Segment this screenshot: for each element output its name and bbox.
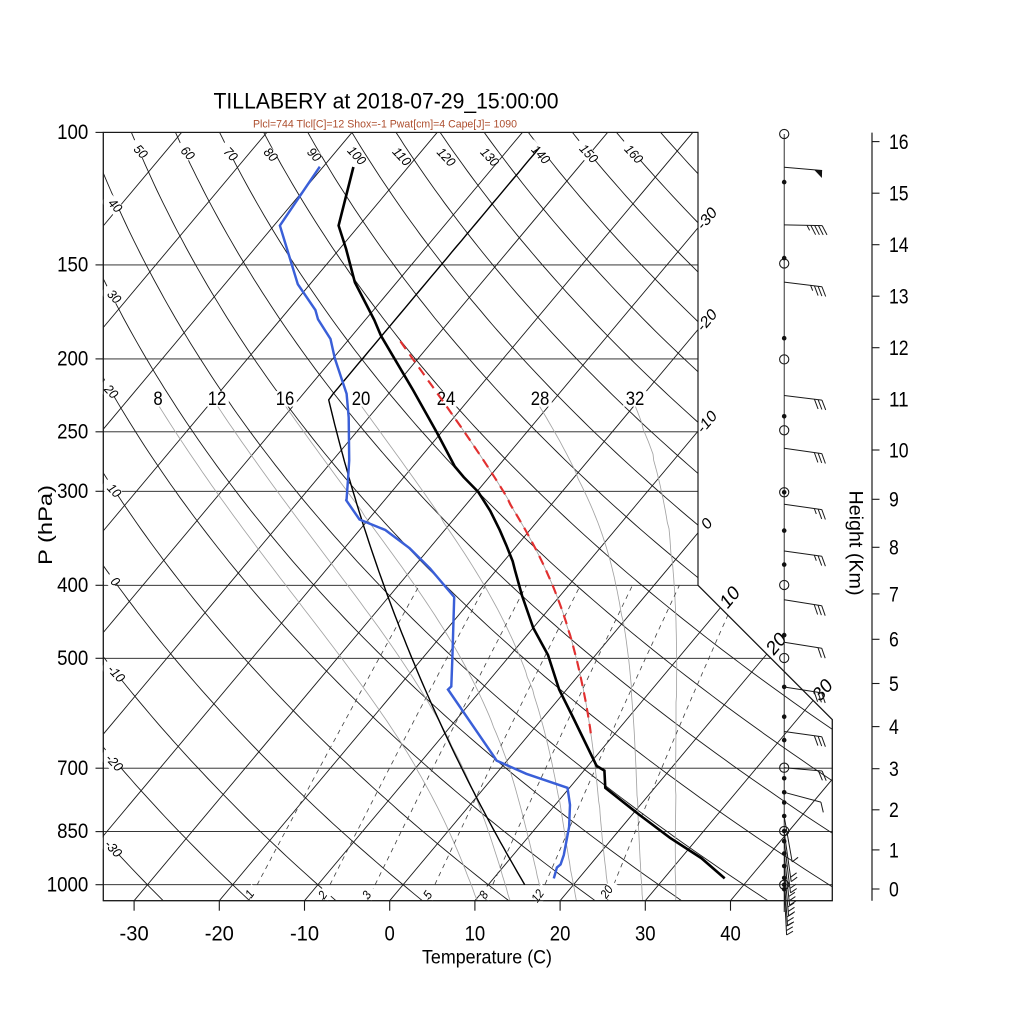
svg-text:300: 300	[57, 479, 88, 503]
svg-text:20: 20	[352, 389, 371, 410]
svg-text:200: 200	[57, 347, 88, 371]
svg-text:13: 13	[889, 286, 909, 309]
svg-text:250: 250	[57, 419, 88, 443]
svg-text:20: 20	[550, 921, 571, 945]
svg-text:10: 10	[465, 921, 486, 945]
svg-text:850: 850	[57, 819, 88, 843]
svg-text:16: 16	[889, 131, 909, 154]
svg-text:9: 9	[889, 489, 899, 512]
svg-text:1000: 1000	[47, 872, 89, 896]
svg-text:100: 100	[57, 120, 88, 144]
svg-text:-20: -20	[205, 921, 234, 945]
svg-text:5: 5	[889, 673, 899, 696]
svg-text:2: 2	[889, 799, 899, 822]
svg-text:14: 14	[889, 234, 909, 257]
svg-text:8: 8	[889, 537, 899, 560]
svg-text:28: 28	[531, 389, 550, 410]
svg-text:-10: -10	[290, 921, 319, 945]
svg-text:12: 12	[889, 337, 909, 360]
svg-text:6: 6	[889, 629, 899, 652]
svg-text:8: 8	[153, 389, 162, 410]
svg-text:24: 24	[437, 389, 456, 410]
svg-text:3: 3	[889, 758, 899, 781]
svg-text:15: 15	[889, 183, 909, 206]
svg-text:TILLABERY at 2018-07-29_15:00:: TILLABERY at 2018-07-29_15:00:00	[214, 88, 559, 113]
svg-text:Temperature (C): Temperature (C)	[422, 948, 552, 969]
svg-text:10: 10	[889, 439, 909, 462]
svg-text:16: 16	[276, 389, 295, 410]
svg-text:0: 0	[385, 921, 395, 945]
svg-text:1: 1	[889, 839, 899, 862]
svg-text:500: 500	[57, 646, 88, 670]
svg-text:P (hPa): P (hPa)	[36, 485, 57, 565]
svg-text:150: 150	[57, 253, 88, 277]
svg-text:32: 32	[626, 389, 645, 410]
svg-text:0: 0	[889, 878, 899, 901]
svg-text:11: 11	[889, 389, 909, 412]
svg-text:-30: -30	[120, 921, 149, 945]
svg-text:700: 700	[57, 756, 88, 780]
svg-text:7: 7	[889, 583, 899, 606]
svg-text:Plcl=744 Tlcl[C]=12 Shox=-1 Pw: Plcl=744 Tlcl[C]=12 Shox=-1 Pwat[cm]=4 C…	[253, 119, 517, 131]
svg-text:12: 12	[208, 389, 227, 410]
svg-text:4: 4	[889, 716, 899, 739]
svg-text:Height (Km): Height (Km)	[845, 491, 866, 596]
svg-text:30: 30	[635, 921, 656, 945]
svg-text:40: 40	[720, 921, 741, 945]
svg-text:400: 400	[57, 573, 88, 597]
